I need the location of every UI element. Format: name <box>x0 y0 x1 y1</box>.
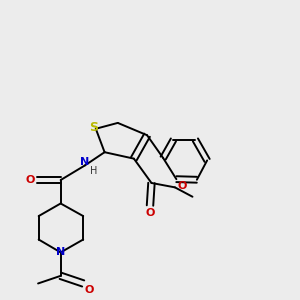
Text: H: H <box>90 166 98 176</box>
Text: O: O <box>85 285 94 295</box>
Text: O: O <box>26 175 35 185</box>
Text: O: O <box>177 181 187 191</box>
Text: S: S <box>89 121 98 134</box>
Text: N: N <box>56 248 65 257</box>
Text: N: N <box>80 158 90 167</box>
Text: O: O <box>145 208 155 218</box>
